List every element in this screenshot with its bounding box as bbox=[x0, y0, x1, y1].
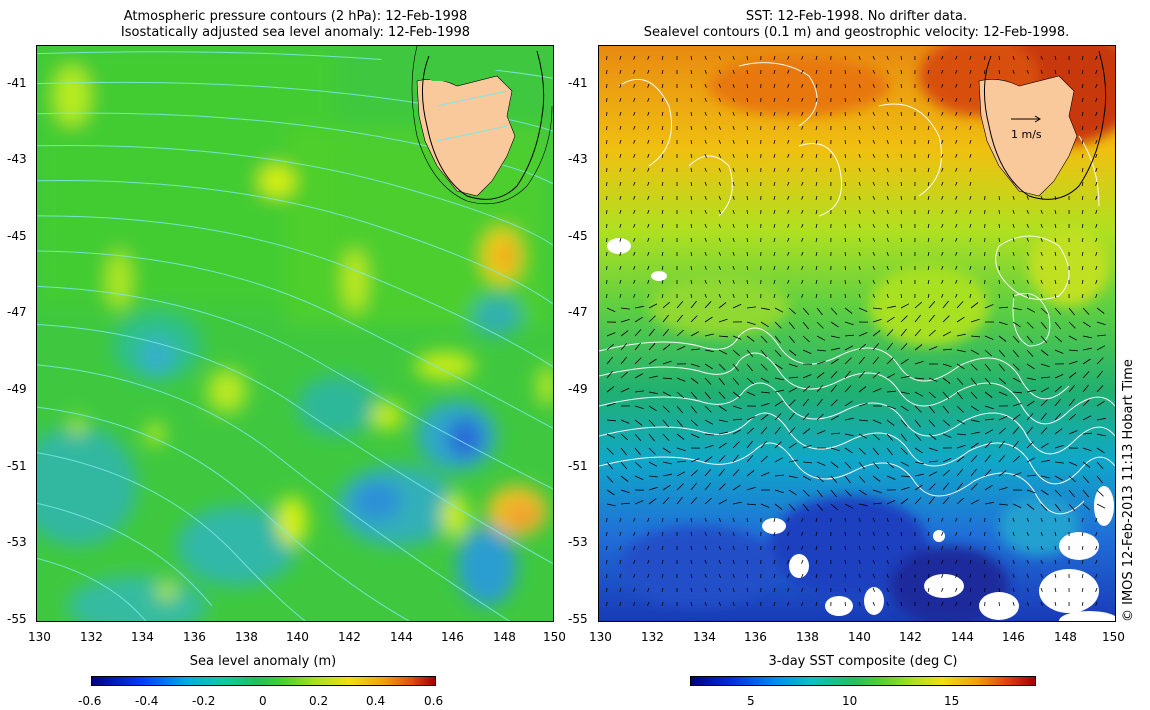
right-y-tick: -47 bbox=[568, 305, 588, 319]
left-y-tick: -41 bbox=[7, 76, 27, 90]
right-x-tick: 130 bbox=[589, 630, 612, 644]
right-x-tick: 146 bbox=[1002, 630, 1025, 644]
left-x-tick: 148 bbox=[493, 630, 516, 644]
left-y-tick: -49 bbox=[7, 382, 27, 396]
left-title-line2: Isostatically adjusted sea level anomaly… bbox=[120, 25, 471, 40]
right-colorbar bbox=[690, 676, 1036, 686]
left-cbar-tick: 0.4 bbox=[366, 694, 386, 708]
left-x-tick: 132 bbox=[80, 630, 103, 644]
left-colorbar bbox=[91, 676, 436, 686]
sst-map: 1 m/s bbox=[598, 45, 1116, 622]
right-y-tick: -49 bbox=[568, 382, 588, 396]
left-x-tick: 150 bbox=[543, 630, 566, 644]
right-y-tick: -43 bbox=[568, 152, 588, 166]
tasmania-land-right bbox=[978, 75, 1078, 197]
left-y-tick: -47 bbox=[7, 305, 27, 319]
left-y-tick: -55 bbox=[7, 612, 27, 626]
left-x-tick: 144 bbox=[390, 630, 413, 644]
right-y-tick: -41 bbox=[568, 76, 588, 90]
right-cbar-tick: 10 bbox=[842, 694, 858, 708]
left-x-tick: 134 bbox=[131, 630, 154, 644]
right-cbar-tick: 5 bbox=[747, 694, 755, 708]
left-x-tick: 130 bbox=[28, 630, 51, 644]
left-cbar-tick: -0.2 bbox=[192, 694, 216, 708]
right-x-tick: 142 bbox=[899, 630, 922, 644]
left-cbar-tick: 0 bbox=[259, 694, 267, 708]
right-x-tick: 150 bbox=[1102, 630, 1125, 644]
right-x-tick: 140 bbox=[848, 630, 871, 644]
right-y-tick: -51 bbox=[568, 459, 588, 473]
right-x-tick: 136 bbox=[744, 630, 767, 644]
left-x-tick: 140 bbox=[286, 630, 309, 644]
left-y-tick: -53 bbox=[7, 535, 27, 549]
right-x-tick: 132 bbox=[641, 630, 664, 644]
left-x-tick: 146 bbox=[441, 630, 464, 644]
right-title-line1: SST: 12-Feb-1998. No drifter data. bbox=[745, 9, 968, 24]
left-y-tick: -51 bbox=[7, 459, 27, 473]
left-cbar-tick: 0.6 bbox=[424, 694, 444, 708]
sea-level-anomaly-map bbox=[36, 45, 554, 622]
right-y-tick: -45 bbox=[568, 229, 588, 243]
right-x-tick: 134 bbox=[693, 630, 716, 644]
right-cbar-tick: 15 bbox=[944, 694, 960, 708]
geostrophic-velocity-vectors bbox=[606, 55, 1106, 607]
velocity-scale-label: 1 m/s bbox=[1011, 128, 1042, 141]
velocity-arrow-field bbox=[606, 55, 1106, 607]
left-x-tick: 142 bbox=[338, 630, 361, 644]
right-x-tick: 138 bbox=[796, 630, 819, 644]
right-x-tick: 144 bbox=[951, 630, 974, 644]
left-cbar-tick: -0.6 bbox=[78, 694, 102, 708]
left-cbar-tick: -0.4 bbox=[135, 694, 159, 708]
right-title-line2: Sealevel contours (0.1 m) and geostrophi… bbox=[643, 25, 1070, 40]
left-colorbar-label: Sea level anomaly (m) bbox=[189, 654, 337, 669]
left-x-tick: 138 bbox=[235, 630, 258, 644]
left-cbar-tick: 0.2 bbox=[309, 694, 329, 708]
right-y-tick: -55 bbox=[568, 612, 588, 626]
left-title-line1: Atmospheric pressure contours (2 hPa): 1… bbox=[123, 9, 468, 24]
right-y-tick: -53 bbox=[568, 535, 588, 549]
left-y-tick: -43 bbox=[7, 152, 27, 166]
imos-credit: © IMOS 12-Feb-2013 11:13 Hobart Time bbox=[1121, 359, 1136, 622]
tasmania-land-left bbox=[416, 75, 516, 197]
left-y-tick: -45 bbox=[7, 229, 27, 243]
left-x-tick: 136 bbox=[183, 630, 206, 644]
right-colorbar-label: 3-day SST composite (deg C) bbox=[768, 654, 958, 669]
right-x-tick: 148 bbox=[1054, 630, 1077, 644]
